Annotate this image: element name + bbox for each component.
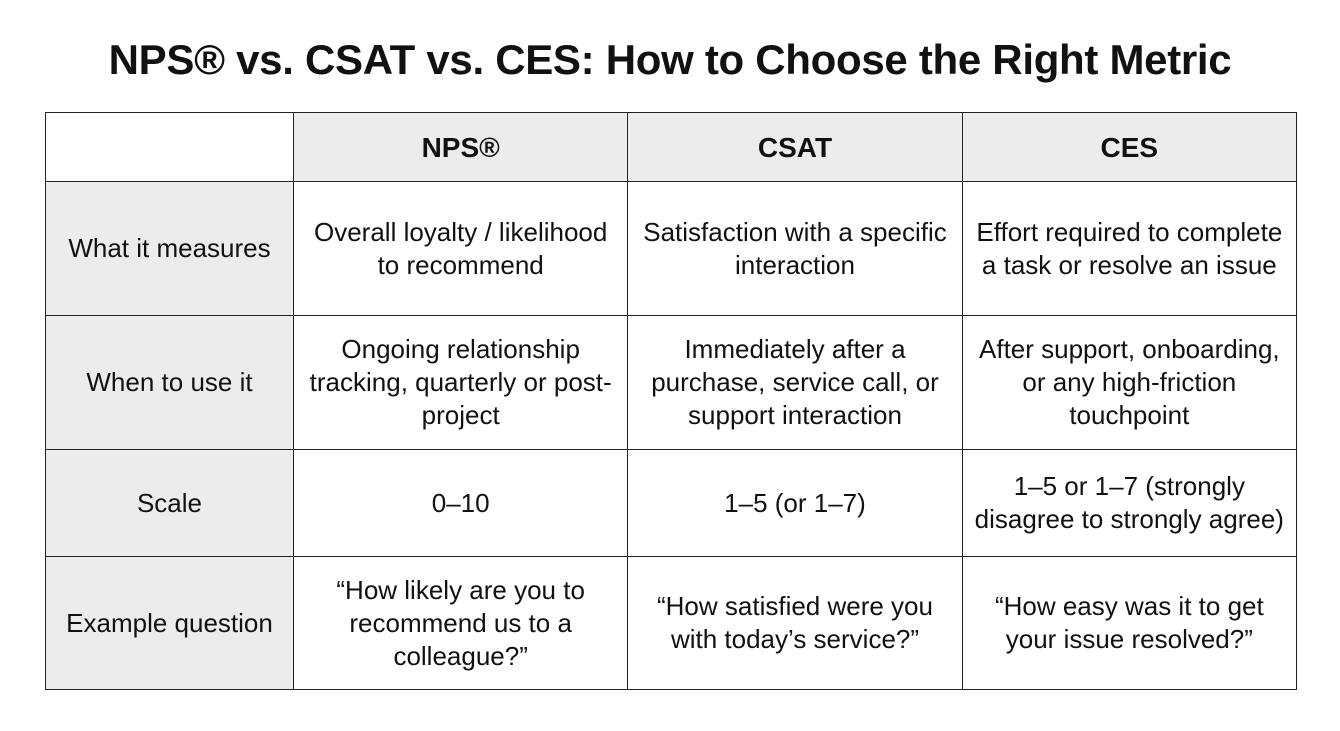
comparison-table: NPS® CSAT CES What it measures Overall l… bbox=[45, 112, 1298, 690]
cell-csat-example-question: “How satisfied were you with today’s ser… bbox=[627, 556, 963, 690]
cell-nps-what-it-measures: Overall loyalty / likelihood to recommen… bbox=[292, 181, 629, 316]
column-header-nps: NPS® bbox=[292, 112, 629, 182]
cell-ces-example-question: “How easy was it to get your issue resol… bbox=[961, 556, 1298, 690]
cell-nps-example-question: “How likely are you to recommend us to a… bbox=[292, 556, 629, 690]
row-label-scale: Scale bbox=[45, 449, 294, 557]
table-row-when-to-use-it: When to use it Ongoing relationship trac… bbox=[45, 315, 1298, 450]
table-row-scale: Scale 0–10 1–5 (or 1–7) 1–5 or 1–7 (stro… bbox=[45, 449, 1298, 557]
cell-ces-what-it-measures: Effort required to complete a task or re… bbox=[961, 181, 1298, 316]
row-label-when-to-use-it: When to use it bbox=[45, 315, 294, 450]
column-header-ces: CES bbox=[961, 112, 1298, 182]
cell-nps-when-to-use-it: Ongoing relationship tracking, quarterly… bbox=[292, 315, 629, 450]
table-header-row: NPS® CSAT CES bbox=[45, 112, 1298, 182]
column-header-csat: CSAT bbox=[627, 112, 963, 182]
row-label-example-question: Example question bbox=[45, 556, 294, 690]
row-label-what-it-measures: What it measures bbox=[45, 181, 294, 316]
cell-csat-what-it-measures: Satisfaction with a specific interaction bbox=[627, 181, 963, 316]
cell-csat-when-to-use-it: Immediately after a purchase, service ca… bbox=[627, 315, 963, 450]
cell-csat-scale: 1–5 (or 1–7) bbox=[627, 449, 963, 557]
cell-nps-scale: 0–10 bbox=[292, 449, 629, 557]
page-title: NPS® vs. CSAT vs. CES: How to Choose the… bbox=[108, 36, 1232, 83]
table-row-example-question: Example question “How likely are you to … bbox=[45, 556, 1298, 690]
cell-ces-scale: 1–5 or 1–7 (strongly disagree to strongl… bbox=[961, 449, 1298, 557]
table-row-what-it-measures: What it measures Overall loyalty / likel… bbox=[45, 181, 1298, 316]
header-corner-cell bbox=[45, 112, 294, 182]
cell-ces-when-to-use-it: After support, onboarding, or any high-f… bbox=[961, 315, 1298, 450]
